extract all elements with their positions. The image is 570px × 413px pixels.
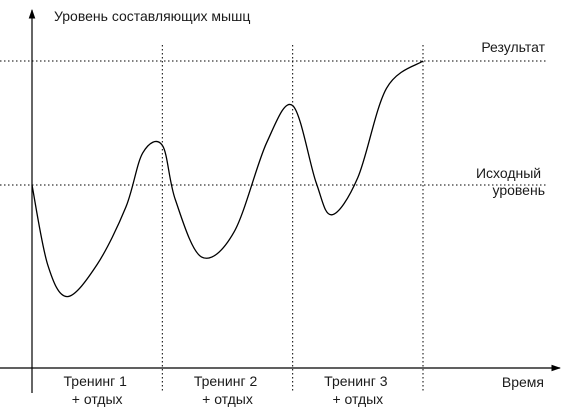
- phase-label-1: Тренинг 1 + отдых: [64, 373, 131, 407]
- phase-label-1-line-2: + отдых: [72, 391, 123, 407]
- baseline-level-label-line-1: Исходный: [476, 165, 541, 181]
- baseline-level-label: Исходный уровень: [476, 165, 545, 198]
- result-level-label: Результат: [481, 39, 545, 55]
- phase-label-1-line-1: Тренинг 1: [64, 373, 128, 389]
- phase-label-3-line-1: Тренинг 3: [324, 373, 388, 389]
- x-axis-label: Время: [502, 374, 544, 390]
- phase-label-2-line-1: Тренинг 2: [194, 373, 258, 389]
- phase-label-2-line-2: + отдых: [202, 391, 253, 407]
- phase-label-3: Тренинг 3 + отдых: [324, 373, 391, 407]
- series-line: [31, 60, 424, 298]
- phase-label-3-line-2: + отдых: [332, 391, 383, 407]
- baseline-level-label-line-2: уровень: [492, 182, 545, 198]
- phase-label-2: Тренинг 2 + отдых: [194, 373, 261, 407]
- y-axis-label: Уровень составляющих мышц: [54, 8, 250, 24]
